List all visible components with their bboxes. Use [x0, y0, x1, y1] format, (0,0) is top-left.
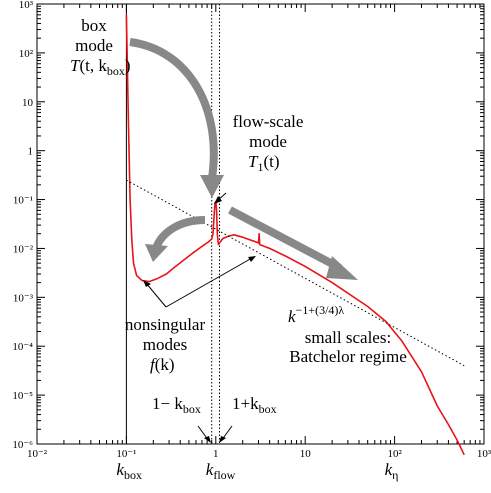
arrow-flow-to-nonsingular [152, 216, 206, 250]
vertical-lines [125, 4, 221, 444]
nonsingular-label-2: modes [143, 335, 187, 354]
pointer-nonsingular-right-head [248, 256, 256, 262]
box-mode-func: T(t, kbox) [70, 56, 131, 78]
y-tick-label: 10⁻⁵ [12, 390, 33, 402]
nonsingular-func: f(k) [150, 355, 175, 374]
y-tick-label: 10⁻⁴ [12, 341, 33, 353]
y-tick-label: 10³ [19, 0, 34, 11]
annotation-arrows [129, 38, 358, 280]
x-tick-label: 10² [387, 448, 402, 460]
nonsingular-label-1: nonsingular [125, 315, 206, 334]
k-marker-label: kflow [206, 460, 236, 482]
y-tick-label: 1 [28, 146, 34, 158]
pointer-nonsingular-left [145, 282, 167, 308]
arrow-box-to-flow-head [200, 175, 224, 198]
minus-box-label: 1− kbox [152, 394, 201, 416]
tick-group [36, 3, 485, 445]
x-tick-label: 10⁻¹ [116, 448, 136, 460]
pointer-nonsingular-left-head [143, 280, 151, 287]
box-mode-label-2: mode [75, 36, 113, 55]
spectrum-line [125, 14, 465, 456]
plot-frame [36, 3, 485, 445]
arrow-flow-to-small-scales [228, 206, 342, 272]
k-marker-label: kbox [116, 460, 142, 482]
flow-mode-label-1: flow-scale [233, 112, 304, 131]
y-tick-label: 10⁻⁶ [12, 439, 33, 451]
x-tick-labels: 10⁻² 10⁻¹ 1 10 10² 10³ [27, 448, 491, 460]
y-tick-label: 10⁻² [13, 243, 34, 255]
box-mode-label-1: box [81, 16, 107, 35]
y-tick-label: 10⁻³ [13, 292, 34, 304]
power-law-label: k−1+(3/4)λ [288, 303, 344, 326]
pointer-flow-mode-head [214, 196, 222, 204]
plus-box-label: 1+kbox [232, 394, 277, 416]
annotation-text: box mode T(t, kbox) flow-scale mode T1(t… [70, 16, 407, 416]
y-tick-label: 10 [22, 97, 34, 109]
y-tick-labels: 10⁻⁶ 10⁻⁵ 10⁻⁴ 10⁻³ 10⁻² 10⁻¹ 1 10 10² 10³ [12, 0, 33, 451]
power-law-fit-line [126, 179, 465, 367]
k-marker-label: kη [385, 460, 399, 482]
x-tick-label: 1 [213, 448, 219, 460]
flow-mode-func: T1(t) [248, 152, 280, 174]
pointer-nonsingular-right [165, 257, 253, 308]
arrow-box-to-flow [129, 38, 218, 179]
small-scales-label-2: Batchelor regime [289, 347, 407, 366]
small-scales-label-1: small scales: [305, 328, 391, 347]
pointer-heads [143, 196, 256, 443]
y-tick-label: 10² [19, 48, 34, 60]
arrow-flow-to-small-scales-head [326, 256, 358, 280]
k-marker-labels: kbox kflow kη [116, 460, 398, 482]
series-group [125, 14, 465, 456]
y-tick-label: 10⁻¹ [13, 195, 33, 207]
x-tick-label: 10⁻² [27, 448, 48, 460]
x-tick-label: 10 [300, 448, 312, 460]
pointer-plus-box-head [219, 436, 226, 443]
flow-mode-label-2: mode [249, 132, 287, 151]
arrow-flow-to-nonsingular-head [145, 244, 168, 262]
x-tick-label: 10³ [477, 448, 491, 460]
pointer-minus-box-head [204, 436, 211, 443]
